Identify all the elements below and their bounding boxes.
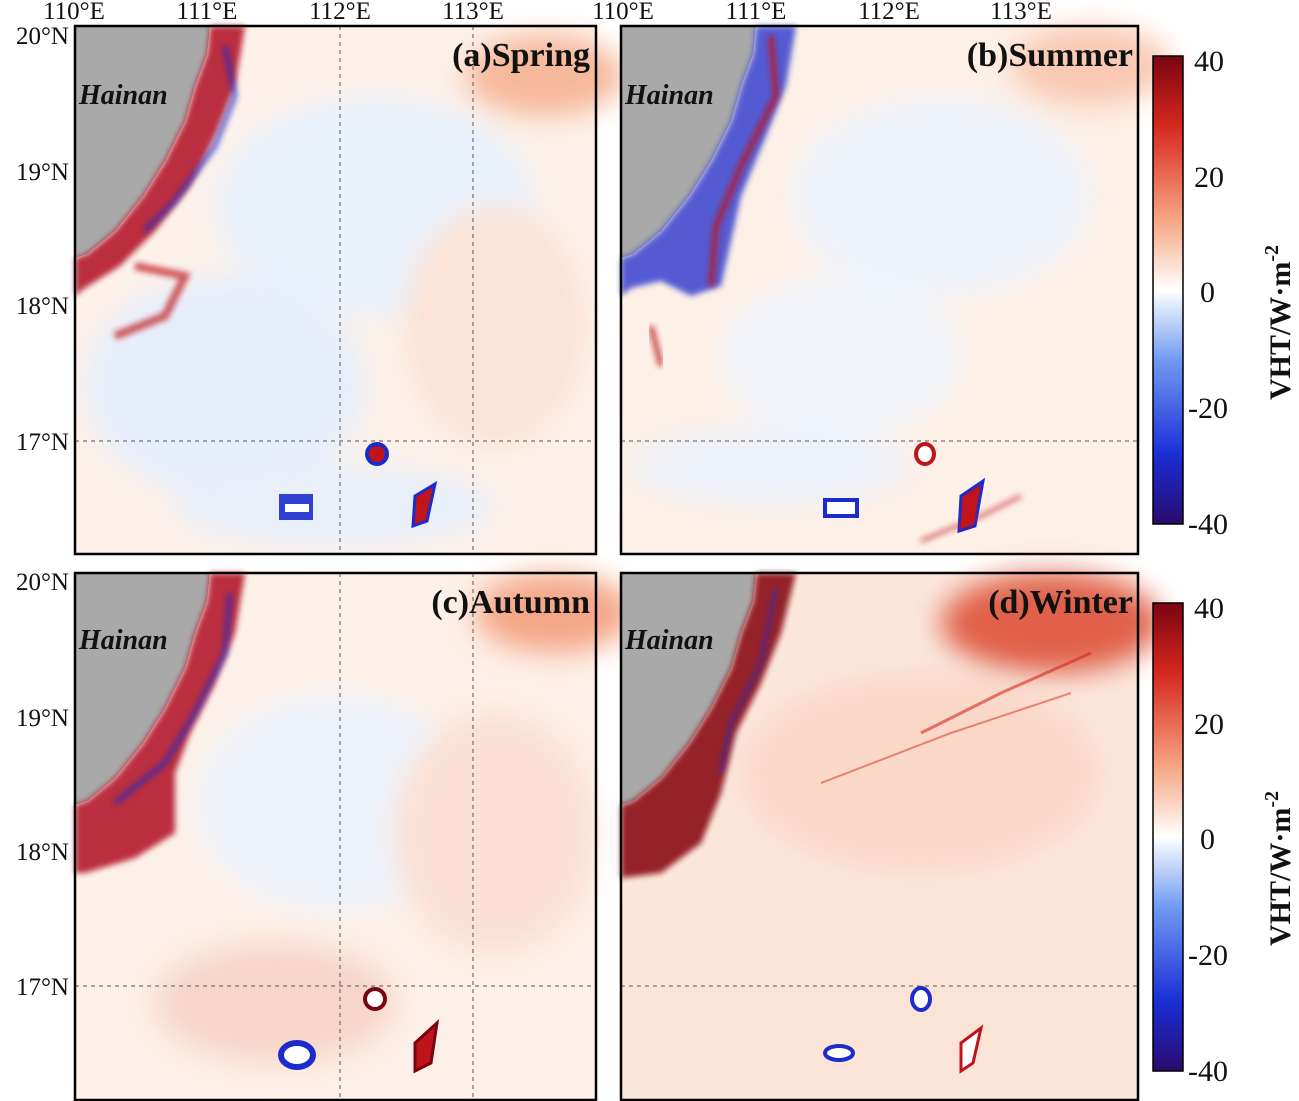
x-tick-label: 111°E	[726, 0, 787, 25]
colorbar-bottom-label: VHT/W·m-2	[1261, 791, 1297, 946]
coastal-band-a	[75, 26, 245, 296]
coastal-band-b	[621, 26, 796, 296]
colorbar-tick: 0	[1200, 823, 1215, 856]
panel-c-frame	[73, 571, 598, 1101]
panel-b-frame	[619, 24, 1140, 556]
panel-a-frame	[73, 24, 598, 556]
colorbar-tick: -40	[1188, 1055, 1228, 1088]
colorbar-tick: 20	[1194, 708, 1224, 741]
colorbar-bottom-gradient	[1152, 602, 1184, 1072]
panel-c-title: (c)Autumn	[431, 584, 590, 621]
x-axis-labels-right: 110°E 111°E 112°E 113°E	[592, 0, 1052, 25]
y-tick-label: 17°N	[16, 974, 69, 1001]
y-tick-label: 18°N	[16, 839, 69, 866]
panel-c-island-label: Hainan	[78, 625, 168, 656]
y-tick-label: 19°N	[16, 159, 69, 186]
panel-b-title: (b)Summer	[967, 37, 1133, 74]
y-tick-label: 20°N	[16, 569, 69, 596]
panel-b-field	[631, 26, 1171, 506]
colorbar-tick: -40	[1188, 508, 1228, 541]
panel-d-island-label: Hainan	[624, 625, 714, 656]
panel-a-title: (a)Spring	[452, 37, 590, 74]
x-tick-label: 113°E	[442, 0, 504, 25]
colorbar-tick: 40	[1194, 592, 1224, 625]
panel-d-frame	[619, 571, 1140, 1101]
x-tick-label: 112°E	[858, 0, 920, 25]
y-tick-label: 19°N	[16, 705, 69, 732]
colorbar-top-label: VHT/W·m-2	[1261, 245, 1297, 400]
colorbar-tick: -20	[1188, 939, 1228, 972]
panel-d-field	[671, 573, 1161, 1073]
panel-b: (b)Summer Hainan	[619, 24, 1171, 556]
colorbar-tick: 40	[1194, 45, 1224, 78]
x-tick-label: 110°E	[43, 0, 105, 25]
panel-b-island-label: Hainan	[624, 80, 714, 111]
colorbar-top: 40 20 0 -20 -40 VHT/W·m-2	[1152, 45, 1297, 541]
hainan-island-a	[75, 26, 210, 258]
x-tick-label: 112°E	[309, 0, 371, 25]
y-tick-label: 17°N	[16, 429, 69, 456]
hainan-island-d	[621, 573, 756, 805]
colorbar-label-exponent: -2	[1261, 791, 1283, 808]
colorbar-tick: 0	[1200, 276, 1215, 309]
colorbar-tick: 20	[1194, 161, 1224, 194]
x-axis-labels-left: 110°E 111°E 112°E 113°E	[43, 0, 504, 25]
colorbar-top-gradient	[1152, 55, 1184, 525]
y-axis-labels-bottom: 20°N 19°N 18°N 17°N	[16, 569, 69, 1001]
panel-a-island-label: Hainan	[78, 80, 168, 111]
colorbar-bottom: 40 20 0 -20 -40 VHT/W·m-2	[1152, 592, 1297, 1088]
hainan-island-b	[621, 26, 756, 258]
coastal-band-d	[621, 573, 796, 878]
panel-c: (c)Autumn Hainan	[73, 571, 635, 1101]
panel-d: (d)Winter Hainan	[619, 571, 1161, 1101]
colorbar-label-exponent: -2	[1261, 245, 1283, 262]
y-tick-label: 20°N	[16, 23, 69, 50]
colorbar-tick: -20	[1188, 392, 1228, 425]
panel-a: (a)Spring Hainan	[73, 24, 625, 556]
x-tick-label: 110°E	[592, 0, 654, 25]
y-axis-labels-top: 20°N 19°N 18°N 17°N	[16, 23, 69, 456]
colorbar-label-text: VHT/W·m	[1264, 262, 1297, 400]
x-tick-label: 113°E	[990, 0, 1052, 25]
panel-d-title: (d)Winter	[988, 584, 1133, 621]
hainan-island-c	[75, 573, 210, 805]
x-tick-label: 111°E	[177, 0, 238, 25]
y-tick-label: 18°N	[16, 293, 69, 320]
colorbar-label-text: VHT/W·m	[1264, 808, 1297, 946]
